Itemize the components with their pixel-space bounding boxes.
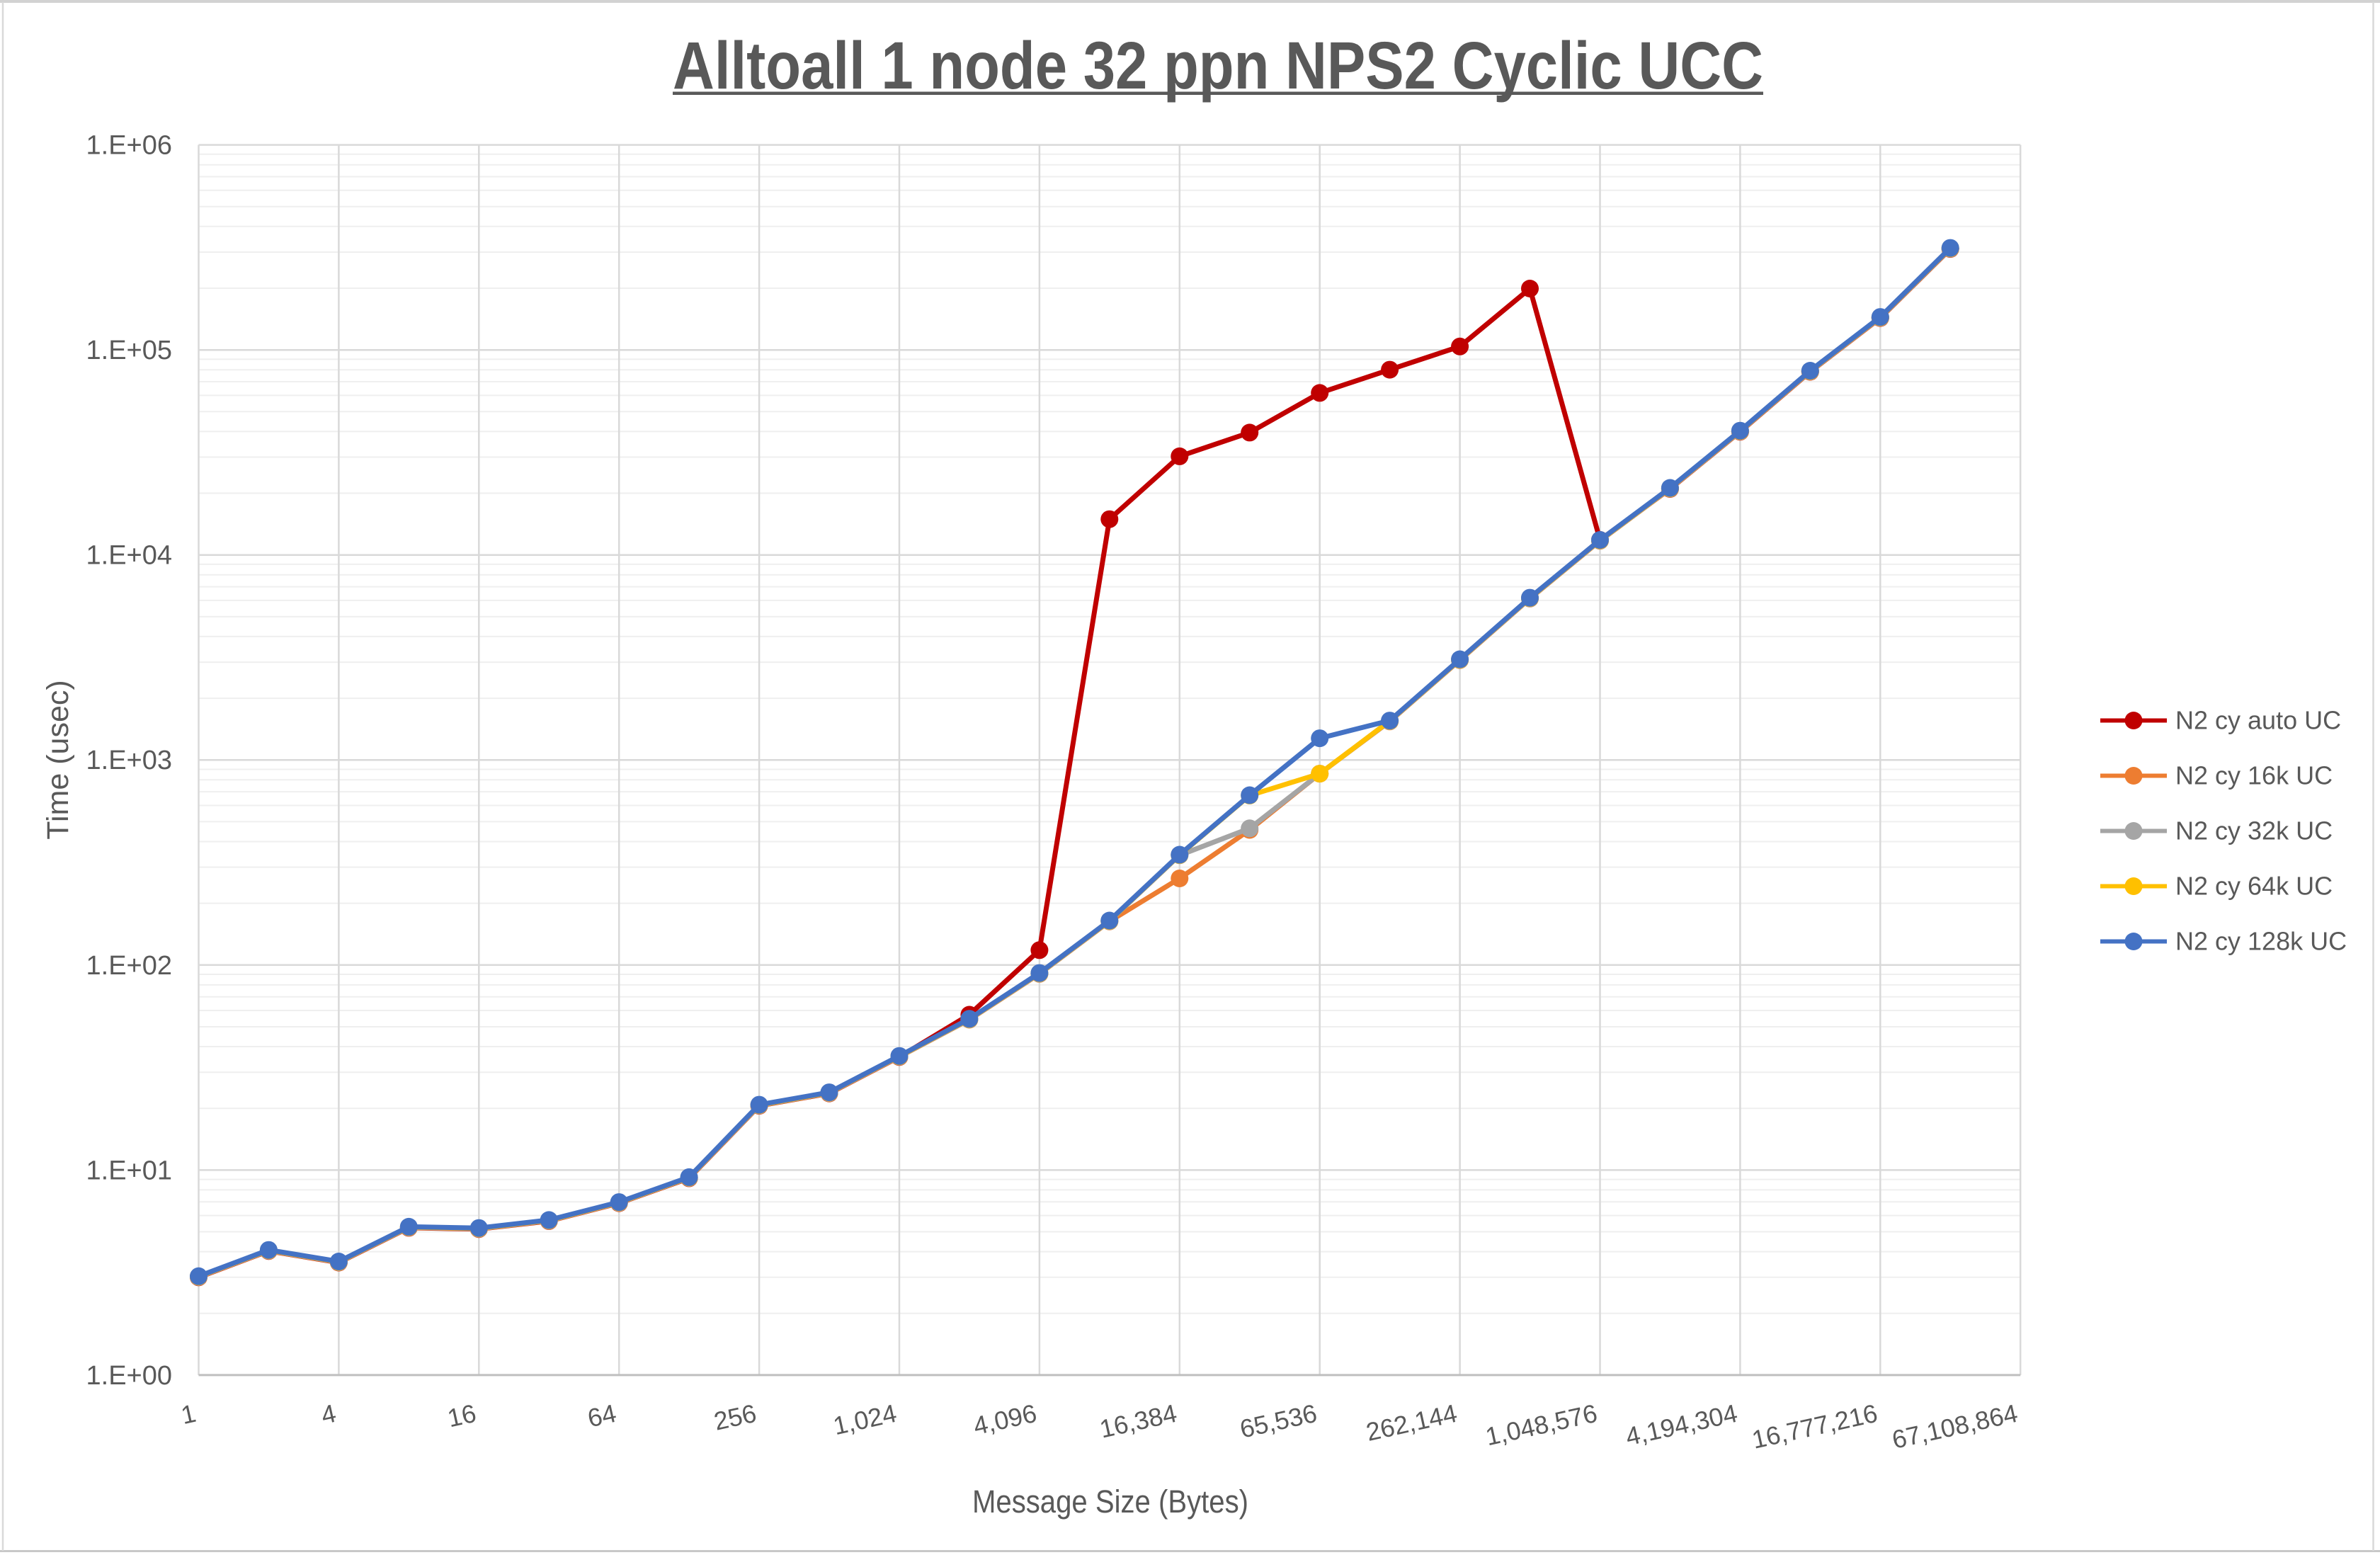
svg-text:64: 64	[585, 1399, 619, 1433]
svg-text:Message Size (Bytes): Message Size (Bytes)	[972, 1483, 1248, 1520]
svg-text:N2 cy 16k UC: N2 cy 16k UC	[2175, 761, 2333, 790]
svg-text:Alltoall 1 node 32 ppn NPS2 Cy: Alltoall 1 node 32 ppn NPS2 Cyclic UCC	[673, 28, 1763, 103]
svg-text:1.E+02: 1.E+02	[86, 951, 173, 981]
svg-text:N2 cy 32k UC: N2 cy 32k UC	[2175, 816, 2333, 845]
svg-text:1.E+06: 1.E+06	[86, 131, 173, 161]
svg-text:16: 16	[445, 1399, 479, 1433]
svg-text:1.E+00: 1.E+00	[86, 1361, 173, 1391]
svg-text:1.E+04: 1.E+04	[86, 541, 173, 571]
svg-text:1.E+01: 1.E+01	[86, 1156, 173, 1185]
svg-text:Time (usec): Time (usec)	[41, 680, 75, 839]
svg-text:N2 cy auto UC: N2 cy auto UC	[2175, 706, 2341, 735]
svg-text:N2 cy 128k UC: N2 cy 128k UC	[2175, 927, 2347, 956]
svg-text:1.E+03: 1.E+03	[86, 746, 173, 775]
svg-text:N2 cy 64k UC: N2 cy 64k UC	[2175, 872, 2333, 901]
svg-text:1.E+05: 1.E+05	[86, 336, 173, 365]
